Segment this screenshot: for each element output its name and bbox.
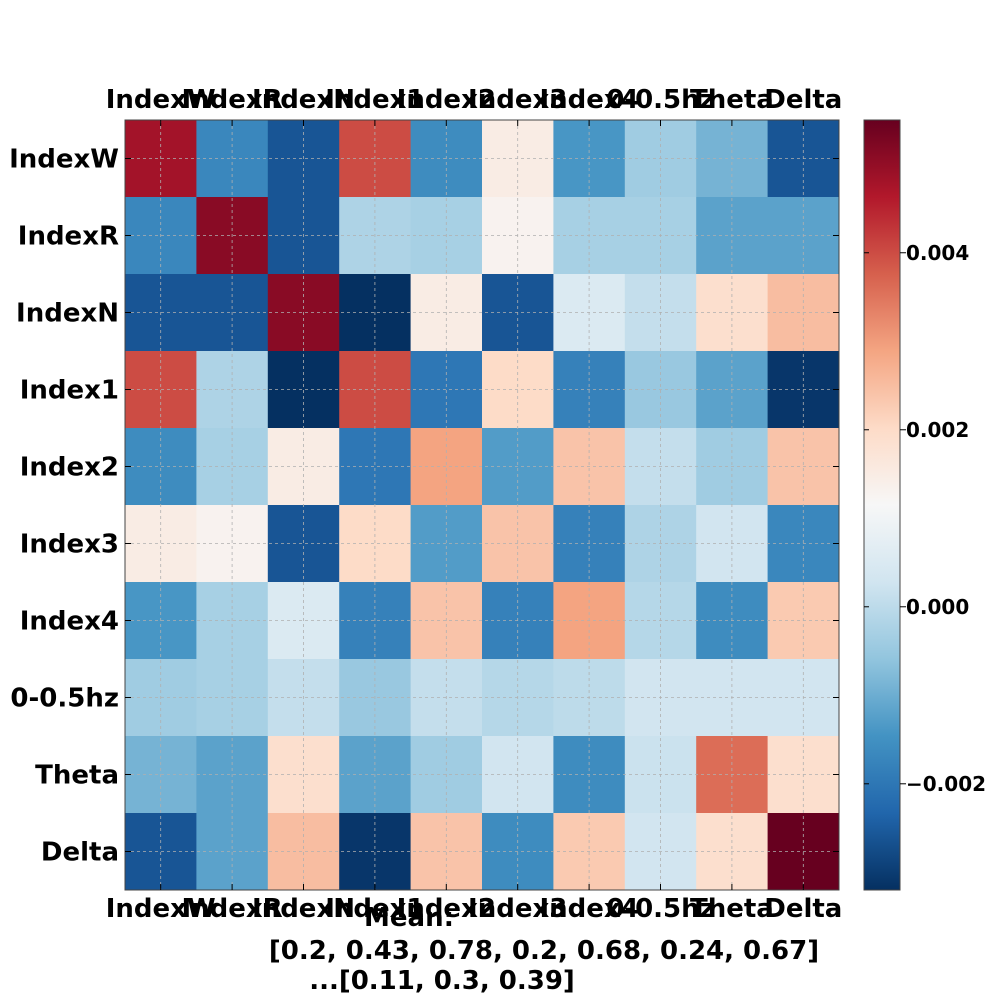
top-tick-labels: IndexWIndexRIndexNIndex1Index2Index3Inde… xyxy=(106,85,843,115)
row-label-1: IndexR xyxy=(18,222,119,252)
col-label-bottom-2: IndexN xyxy=(252,894,355,924)
row-label-9: Delta xyxy=(41,838,119,868)
colorbar-tick-label-2: 0.000 xyxy=(906,595,969,619)
col-label-top-6: Index4 xyxy=(539,85,638,115)
col-label-top-8: Theta xyxy=(690,85,774,115)
col-label-top-1: IndexR xyxy=(181,85,282,115)
col-label-bottom-0: IndexW xyxy=(106,894,216,924)
row-label-4: Index2 xyxy=(20,453,119,483)
col-label-top-9: Delta xyxy=(764,85,842,115)
axis-ticks xyxy=(125,120,839,890)
row-label-5: Index3 xyxy=(20,530,119,560)
bottom-tick-labels: IndexWIndexRIndexNIndex1Index2Index3Inde… xyxy=(106,894,843,924)
colorbar-tick-label-3: −0.002 xyxy=(906,772,986,796)
col-label-bottom-5: Index3 xyxy=(468,894,567,924)
col-label-top-7: 0-0.5hz xyxy=(606,85,715,115)
col-label-bottom-6: Index4 xyxy=(539,894,638,924)
colorbar: 0.004 0.002 0.000 −0.002 xyxy=(863,119,986,891)
x-label-line-1: [0.2, 0.43, 0.78, 0.2, 0.68, 0.24, 0.67] xyxy=(269,936,819,966)
col-label-bottom-9: Delta xyxy=(764,894,842,924)
col-label-top-4: Index2 xyxy=(397,85,496,115)
x-axis-label: Mean:[0.2, 0.43, 0.78, 0.2, 0.68, 0.24, … xyxy=(269,903,819,996)
col-label-top-0: IndexW xyxy=(106,85,216,115)
row-label-2: IndexN xyxy=(16,299,119,329)
row-label-3: Index1 xyxy=(20,376,119,406)
col-label-bottom-1: IndexR xyxy=(181,894,282,924)
plot-frame xyxy=(124,119,840,891)
col-label-bottom-3: Index1 xyxy=(325,894,424,924)
colorbar-tick-label-0: 0.004 xyxy=(906,241,969,265)
row-label-6: Index4 xyxy=(20,607,119,637)
colorbar-gradient xyxy=(863,119,901,891)
col-label-top-5: Index3 xyxy=(468,85,567,115)
colorbar-tick-label-1: 0.002 xyxy=(906,418,969,442)
left-tick-labels: IndexW IndexR IndexN Index1 Index2 Index3 Inde… xyxy=(9,145,119,868)
row-label-7: 0-0.5hz xyxy=(10,684,119,714)
col-label-top-2: IndexN xyxy=(252,85,355,115)
row-label-0: IndexW xyxy=(9,145,119,175)
col-label-bottom-7: 0-0.5hz xyxy=(606,894,715,924)
x-label-line-2: ...[0.11, 0.3, 0.39] xyxy=(309,966,575,996)
col-label-top-3: Index1 xyxy=(325,85,424,115)
col-label-bottom-4: Index2 xyxy=(397,894,496,924)
grid-lines xyxy=(125,120,839,890)
row-label-8: Theta xyxy=(35,761,119,791)
x-label-line-0: Mean: xyxy=(364,903,454,933)
col-label-bottom-8: Theta xyxy=(690,894,774,924)
